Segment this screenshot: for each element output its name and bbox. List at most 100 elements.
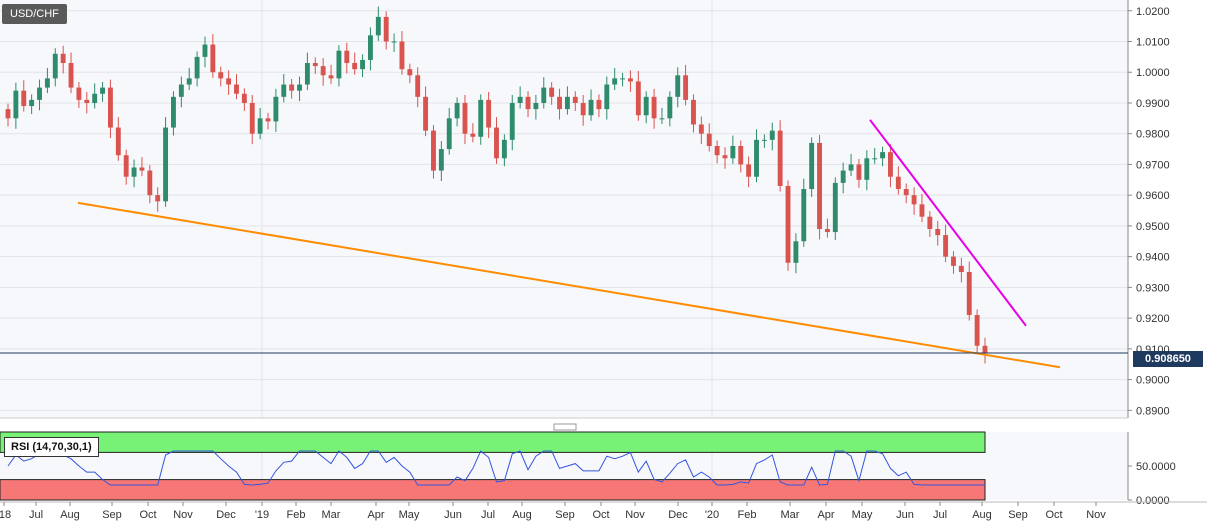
rsi-oversold-zone [0, 479, 986, 501]
candle-body [52, 53, 58, 79]
y-tick-label: 0.9300 [1136, 282, 1170, 294]
candle-body [817, 142, 822, 229]
y-tick-label: 0.9200 [1136, 313, 1170, 325]
candle-body [123, 155, 129, 177]
candle-body [793, 241, 799, 263]
panel-resize-handle[interactable] [553, 423, 577, 431]
candle-body [628, 78, 633, 82]
candle-body [399, 41, 405, 70]
candle-body [895, 176, 901, 190]
candle-body [714, 145, 720, 156]
x-tick-label: Apr [817, 509, 834, 521]
candle-body [265, 118, 271, 122]
candle-body [194, 56, 200, 79]
candle-body [281, 84, 287, 97]
candle-body [486, 99, 492, 128]
candle-body [234, 84, 239, 94]
x-tick-label: Mar [781, 509, 800, 521]
y-tick-label: 0.9800 [1136, 129, 1170, 141]
x-tick-label: Nov [1086, 509, 1106, 521]
x-tick-label: Aug [512, 509, 532, 521]
resistance-trendline[interactable] [869, 119, 1027, 327]
candle-body [336, 50, 342, 79]
x-tick-label: '19 [255, 509, 269, 521]
candle-body [517, 96, 523, 103]
candle-body [872, 158, 878, 160]
x-tick-label: Sep [555, 509, 575, 521]
candle-body [612, 78, 618, 85]
candle-body [352, 63, 358, 70]
candle-body [37, 87, 42, 100]
y-tick-label: 1.0100 [1136, 36, 1170, 48]
candle-body [730, 145, 736, 159]
candle-body [691, 99, 696, 125]
candle-body [903, 189, 909, 196]
candle-body [635, 81, 641, 116]
x-tick-label: Mar [322, 509, 341, 521]
y-tick-label: 0.8900 [1136, 405, 1170, 417]
candle-body [856, 164, 862, 180]
x-tick-label: Jun [444, 509, 462, 521]
candle-body [572, 96, 578, 103]
rsi-line [7, 450, 985, 486]
candle-body [163, 127, 169, 202]
candle-body [147, 170, 153, 196]
candle-body [919, 204, 925, 217]
x-tick-label: Jul [933, 509, 947, 521]
candle-body [383, 16, 389, 42]
candle-body [367, 35, 373, 60]
candle-body [423, 96, 429, 131]
candle-body [92, 93, 98, 103]
candle-body [249, 102, 255, 134]
candle-body [604, 84, 610, 110]
candle-body [935, 228, 941, 236]
candle-body [60, 53, 66, 64]
x-tick-label: Oct [1045, 509, 1062, 521]
candle-body [557, 96, 562, 110]
candle-body [698, 124, 704, 134]
candle-body [29, 99, 35, 107]
candle-body [982, 345, 988, 353]
candle-body [375, 16, 381, 36]
y-tick-label: 0.9400 [1136, 252, 1170, 264]
candle-body [344, 50, 350, 64]
candle-body [785, 185, 791, 263]
support-trendline[interactable] [77, 201, 1061, 369]
y-tick-label: 0.9600 [1136, 190, 1170, 202]
candle-body [470, 133, 476, 137]
rsi-tick-label: 50.0000 [1136, 461, 1176, 473]
candle-body [155, 195, 161, 202]
candle-body [171, 96, 176, 128]
candle-body [927, 216, 933, 229]
candle-body [620, 78, 626, 80]
symbol-label[interactable]: USD/CHF [2, 4, 67, 24]
x-tick-label: Sep [102, 509, 122, 521]
candle-body [840, 170, 846, 183]
candle-body [549, 87, 555, 97]
candle-body [746, 164, 752, 177]
candle-body [304, 63, 310, 85]
rsi-indicator-label[interactable]: RSI (14,70,30,1) [4, 437, 99, 457]
x-tick-label: May [399, 509, 420, 521]
candle-body [588, 99, 594, 116]
candle-body [824, 228, 830, 233]
x-tick-label: Jun [896, 509, 914, 521]
rsi-overbought-zone [0, 431, 986, 453]
candle-body [864, 158, 870, 180]
candle-body [509, 102, 515, 140]
candle-body [706, 133, 712, 146]
candle-body [974, 315, 980, 346]
x-tick-label: Jul [29, 509, 43, 521]
y-tick-label: 0.9900 [1136, 98, 1170, 110]
candle-body [297, 84, 302, 91]
candle-body [438, 149, 444, 171]
x-tick-label: Sep [1008, 509, 1028, 521]
rsi-tick-label: 0.0000 [1136, 495, 1170, 507]
x-tick-label: '20 [705, 509, 719, 521]
candle-body [809, 142, 815, 190]
candle-body [360, 59, 365, 70]
candle-body [848, 164, 854, 171]
candle-body [643, 96, 649, 116]
